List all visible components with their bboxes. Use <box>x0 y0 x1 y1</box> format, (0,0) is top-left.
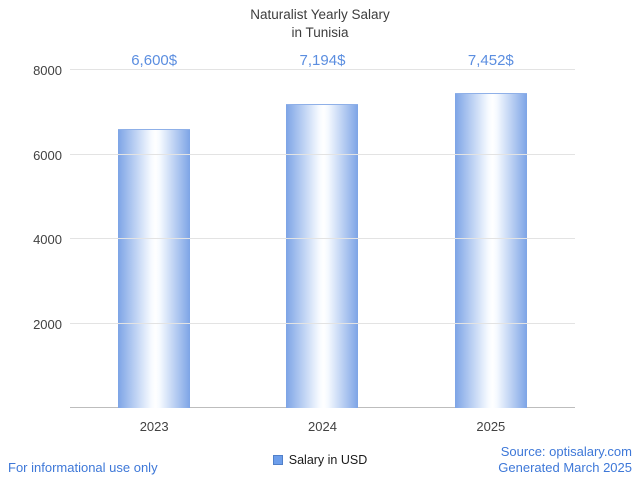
x-axis-label: 2023 <box>139 419 169 434</box>
source-link[interactable]: Source: optisalary.com <box>500 443 632 459</box>
bar-group: 6,600$ 2023 <box>70 52 238 434</box>
bars-row: 6,600$ 2023 7,194$ 2024 7,452$ 2025 <box>70 52 575 434</box>
x-axis-label: 2025 <box>476 419 506 434</box>
y-axis-tick-label: 8000 <box>33 63 62 78</box>
generated-date: Generated March 2025 <box>498 459 632 475</box>
bar-value-label: 6,600$ <box>131 52 178 69</box>
chart-title: Naturalist Yearly Salary in Tunisia <box>250 7 390 41</box>
bar-2024[interactable] <box>286 104 359 408</box>
source-block: Source: optisalary.com Generated March 2… <box>498 444 632 477</box>
bar-group: 7,194$ 2024 <box>238 52 406 434</box>
gridline <box>70 69 575 70</box>
gridline <box>70 238 575 239</box>
x-axis-label: 2024 <box>308 419 337 434</box>
y-axis-tick-label: 4000 <box>33 232 62 247</box>
bar-2023[interactable] <box>118 129 191 408</box>
bar-value-label: 7,452$ <box>467 52 514 69</box>
bar-value-label: 7,194$ <box>299 52 346 69</box>
gridline <box>70 322 575 324</box>
y-axis-tick-label: 2000 <box>33 316 62 332</box>
legend: Salary in USD <box>0 453 640 467</box>
legend-swatch-icon <box>272 455 283 465</box>
plot-area: 6,600$ 2023 7,194$ 2024 7,452$ 2025 2000 4000 6… <box>33 52 575 434</box>
gridline <box>70 153 575 155</box>
disclaimer-text: For informational use only <box>8 460 158 475</box>
y-axis-tick-label: 6000 <box>33 147 62 163</box>
bar-group: 7,452$ 2025 <box>407 52 575 434</box>
legend-label: Salary in USD <box>288 453 368 467</box>
bar-2025[interactable] <box>454 93 527 408</box>
